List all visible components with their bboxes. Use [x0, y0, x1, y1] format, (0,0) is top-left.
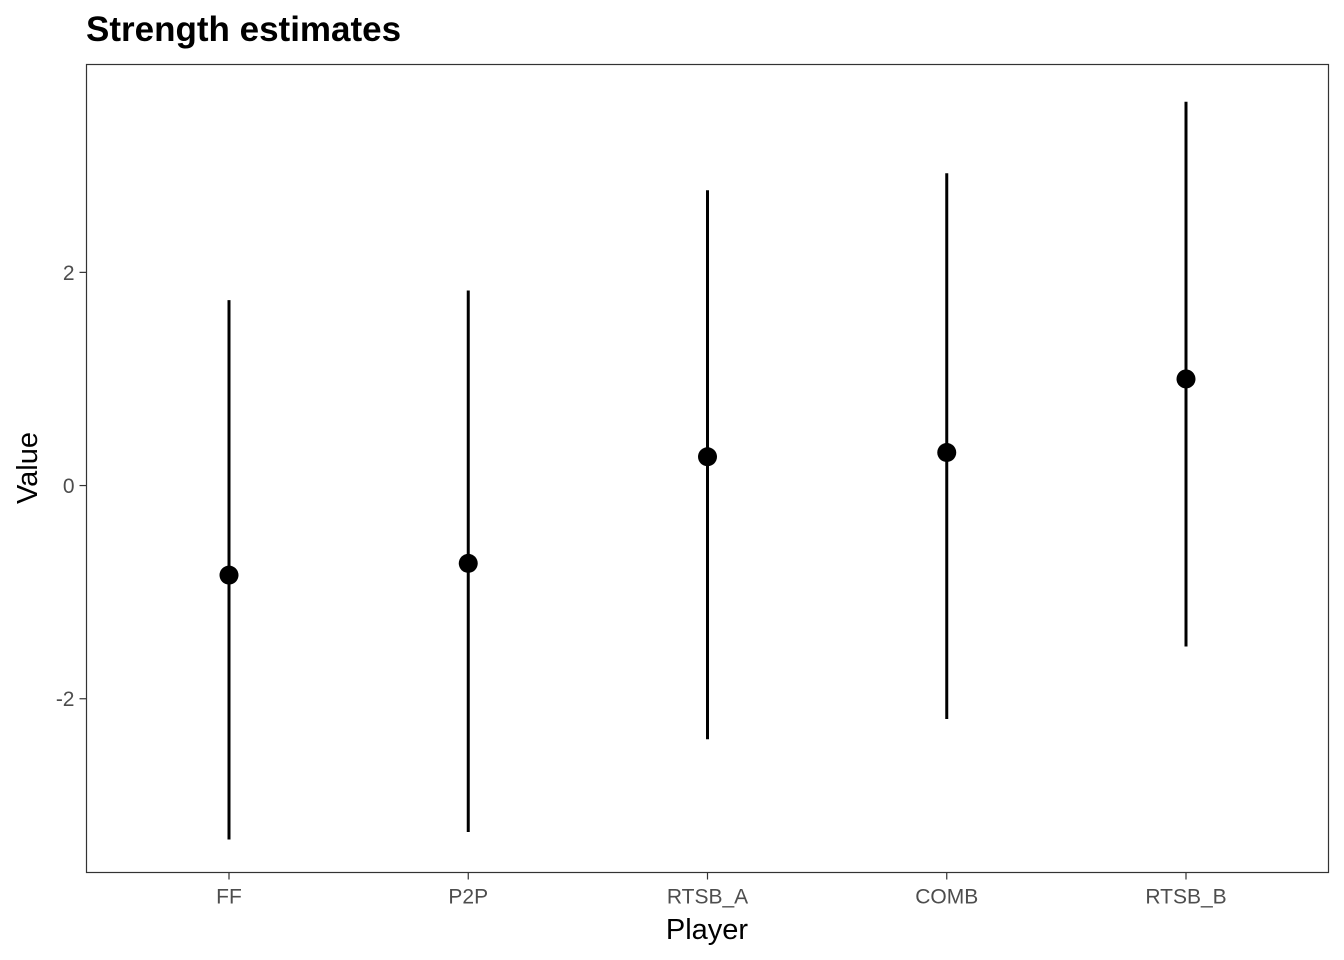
x-tick-label: P2P [448, 886, 488, 909]
y-tick-label: -2 [56, 688, 75, 711]
data-point [219, 565, 239, 585]
x-axis-title: Player [666, 914, 749, 946]
y-axis-title: Value [12, 432, 44, 504]
y-tick-label: 0 [63, 475, 75, 498]
data-point [1176, 369, 1196, 389]
chart-title: Strength estimates [86, 10, 401, 49]
x-tick-label: COMB [915, 886, 978, 909]
data-point [458, 553, 478, 573]
x-axis: FF P2P RTSB_A COMB RTSB_B [216, 872, 1227, 909]
x-tick-label: RTSB_B [1145, 886, 1226, 909]
data-point [937, 443, 957, 463]
x-tick-label: FF [216, 886, 242, 909]
chart-marks [219, 101, 1196, 840]
x-tick-label: RTSB_A [667, 886, 748, 909]
y-tick-label: 2 [63, 262, 75, 285]
data-point [698, 447, 717, 467]
y-axis: -2 0 2 [56, 262, 87, 711]
